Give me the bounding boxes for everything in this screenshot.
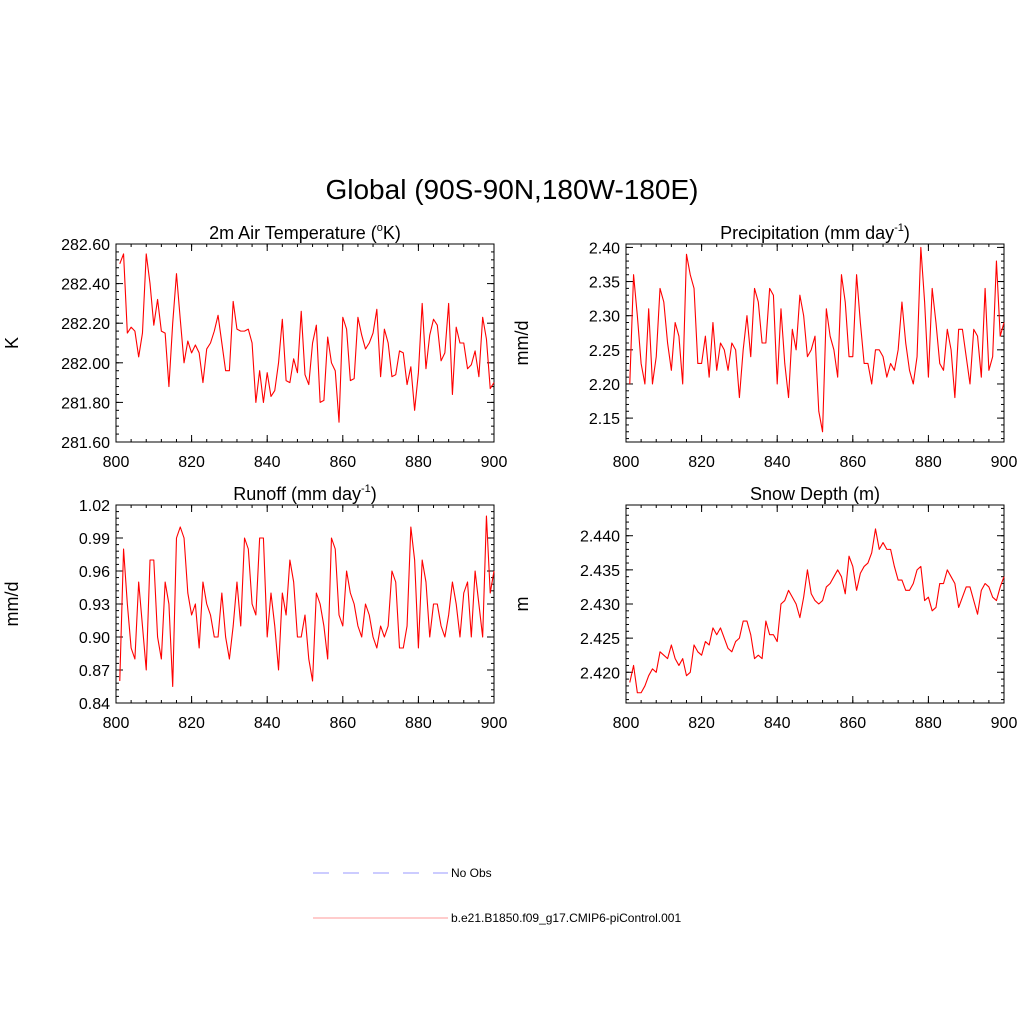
precipitation-x-tick-label: 860 [839, 454, 866, 471]
snow-depth-y-tick-label: 2.425 [580, 631, 620, 648]
air-temperature-y-tick-label: 281.80 [61, 395, 110, 412]
air-temperature-ylabel: K [2, 337, 22, 349]
legend-obs-label: No Obs [451, 866, 492, 880]
snow-depth-y-tick-label: 2.435 [580, 563, 620, 580]
precipitation-y-tick-label: 2.35 [589, 275, 620, 292]
runoff-series-line [119, 515, 495, 688]
runoff-y-tick-label: 0.84 [79, 696, 110, 713]
air-temperature-title: 2m Air Temperature (oK) [209, 222, 401, 243]
precipitation-x-tick-label: 900 [991, 454, 1018, 471]
snow-depth-x-tick-label: 820 [688, 715, 715, 732]
air-temperature-series-line [119, 253, 495, 423]
runoff-x-tick-label: 880 [405, 715, 432, 732]
runoff-y-tick-label: 0.96 [79, 564, 110, 581]
air-temperature-x-tick-label: 880 [405, 454, 432, 471]
air-temperature-x-tick-label: 900 [481, 454, 508, 471]
snow-depth-x-tick-label: 900 [991, 715, 1018, 732]
panel-air-temperature: 2m Air Temperature (oK) K 800 820 840 860 880 9… [2, 222, 507, 471]
snow-depth-y-tick-label: 2.420 [580, 665, 620, 682]
air-temperature-x-tick-label: 860 [329, 454, 356, 471]
air-temperature-y-tick-label: 282.40 [61, 277, 110, 294]
runoff-y-tick-label: 0.87 [79, 663, 110, 680]
precipitation-x-tick-label: 820 [688, 454, 715, 471]
runoff-x-tick-label: 820 [178, 715, 205, 732]
runoff-x-tick-label: 840 [254, 715, 281, 732]
precipitation-ylabel: mm/d [512, 321, 532, 366]
precipitation-y-tick-label: 2.20 [589, 377, 620, 394]
precipitation-y-tick-label: 2.25 [589, 343, 620, 360]
air-temperature-x-tick-label: 820 [178, 454, 205, 471]
figure-title: Global (90S-90N,180W-180E) [325, 174, 698, 205]
snow-depth-x-tick-label: 880 [915, 715, 942, 732]
snow-depth-y-tick-label: 2.430 [580, 597, 620, 614]
runoff-y-tick-label: 0.90 [79, 630, 110, 647]
precipitation-y-tick-label: 2.30 [589, 309, 620, 326]
precipitation-y-tick-label: 2.15 [589, 411, 620, 428]
snow-depth-series-line [629, 528, 1005, 694]
runoff-x-tick-label: 860 [329, 715, 356, 732]
precipitation-x-tick-label: 840 [764, 454, 791, 471]
runoff-title: Runoff (mm day-1) [233, 483, 377, 504]
precipitation-x-tick-label: 880 [915, 454, 942, 471]
air-temperature-y-tick-label: 282.60 [61, 237, 110, 254]
runoff-y-tick-label: 0.93 [79, 597, 110, 614]
legend-model-label: b.e21.B1850.f09_g17.CMIP6-piControl.001 [451, 911, 681, 925]
air-temperature-x-tick-label: 800 [103, 454, 130, 471]
precipitation-y-tick-label: 2.40 [589, 240, 620, 257]
precipitation-series-line [629, 246, 1005, 433]
air-temperature-y-tick-label: 282.20 [61, 316, 110, 333]
runoff-x-tick-label: 900 [481, 715, 508, 732]
snow-depth-ylabel: m [512, 597, 532, 612]
panel-snow-depth: Snow Depth (m) m 800 820 840 860 880 900 2.420 2.… [512, 484, 1017, 732]
panel-precipitation: Precipitation (mm day-1) mm/d 800 820 840 860… [512, 222, 1017, 471]
snow-depth-title: Snow Depth (m) [750, 484, 880, 504]
air-temperature-frame [115, 243, 495, 443]
air-temperature-y-tick-label: 281.60 [61, 435, 110, 452]
precipitation-x-tick-label: 800 [613, 454, 640, 471]
snow-depth-x-tick-label: 800 [613, 715, 640, 732]
air-temperature-y-tick-label: 282.00 [61, 356, 110, 373]
snow-depth-y-tick-label: 2.440 [580, 529, 620, 546]
snow-depth-x-tick-label: 860 [839, 715, 866, 732]
runoff-ylabel: mm/d [2, 582, 22, 627]
precipitation-title: Precipitation (mm day-1) [720, 222, 910, 243]
runoff-y-tick-label: 1.02 [79, 498, 110, 515]
runoff-y-tick-label: 0.99 [79, 531, 110, 548]
snow-depth-x-tick-label: 840 [764, 715, 791, 732]
legend: No Obs b.e21.B1850.f09_g17.CMIP6-piContr… [313, 866, 681, 925]
runoff-x-tick-label: 800 [103, 715, 130, 732]
air-temperature-x-tick-label: 840 [254, 454, 281, 471]
panel-runoff: Runoff (mm day-1) mm/d 800 820 840 860 880 900 0… [2, 483, 507, 732]
